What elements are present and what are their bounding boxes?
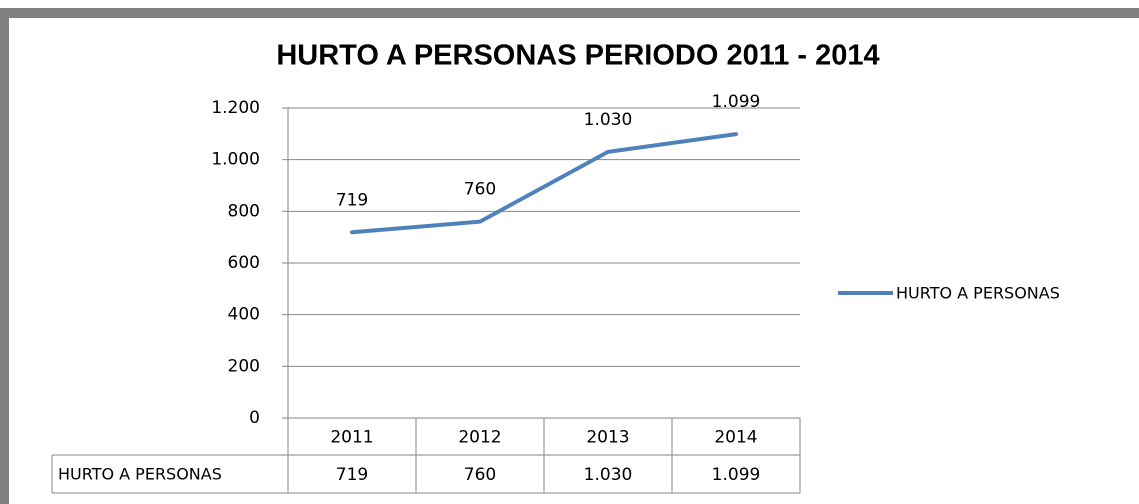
table-cell: 719	[336, 465, 368, 485]
x-tick-label: 2011	[330, 428, 373, 448]
y-tick-label: 1.000	[211, 150, 260, 170]
y-tick-label: 600	[228, 253, 260, 273]
x-tick-label: 2013	[586, 428, 629, 448]
table-cell: 1.030	[584, 465, 633, 485]
data-label: 760	[464, 180, 496, 200]
data-label: 1.099	[712, 92, 761, 112]
legend-label: HURTO A PERSONAS	[896, 284, 1060, 303]
x-tick-label: 2012	[458, 428, 501, 448]
y-tick-label: 1.200	[211, 98, 260, 118]
table-cell: 760	[464, 465, 496, 485]
data-label: 719	[336, 190, 368, 210]
frame-left	[0, 8, 9, 504]
y-tick-label: 200	[228, 356, 260, 376]
data-line	[350, 132, 738, 235]
table-row-header: HURTO A PERSONAS	[58, 465, 222, 484]
x-tick-label: 2014	[714, 428, 757, 448]
frame-top	[0, 8, 1139, 18]
data-label: 1.030	[584, 110, 633, 130]
y-tick-label: 800	[228, 201, 260, 221]
table-cell: 1.099	[712, 465, 761, 485]
chart-title: HURTO A PERSONAS PERIODO 2011 - 2014	[276, 40, 879, 72]
y-tick-label: 400	[228, 305, 260, 325]
y-tick-label: 0	[249, 408, 260, 428]
